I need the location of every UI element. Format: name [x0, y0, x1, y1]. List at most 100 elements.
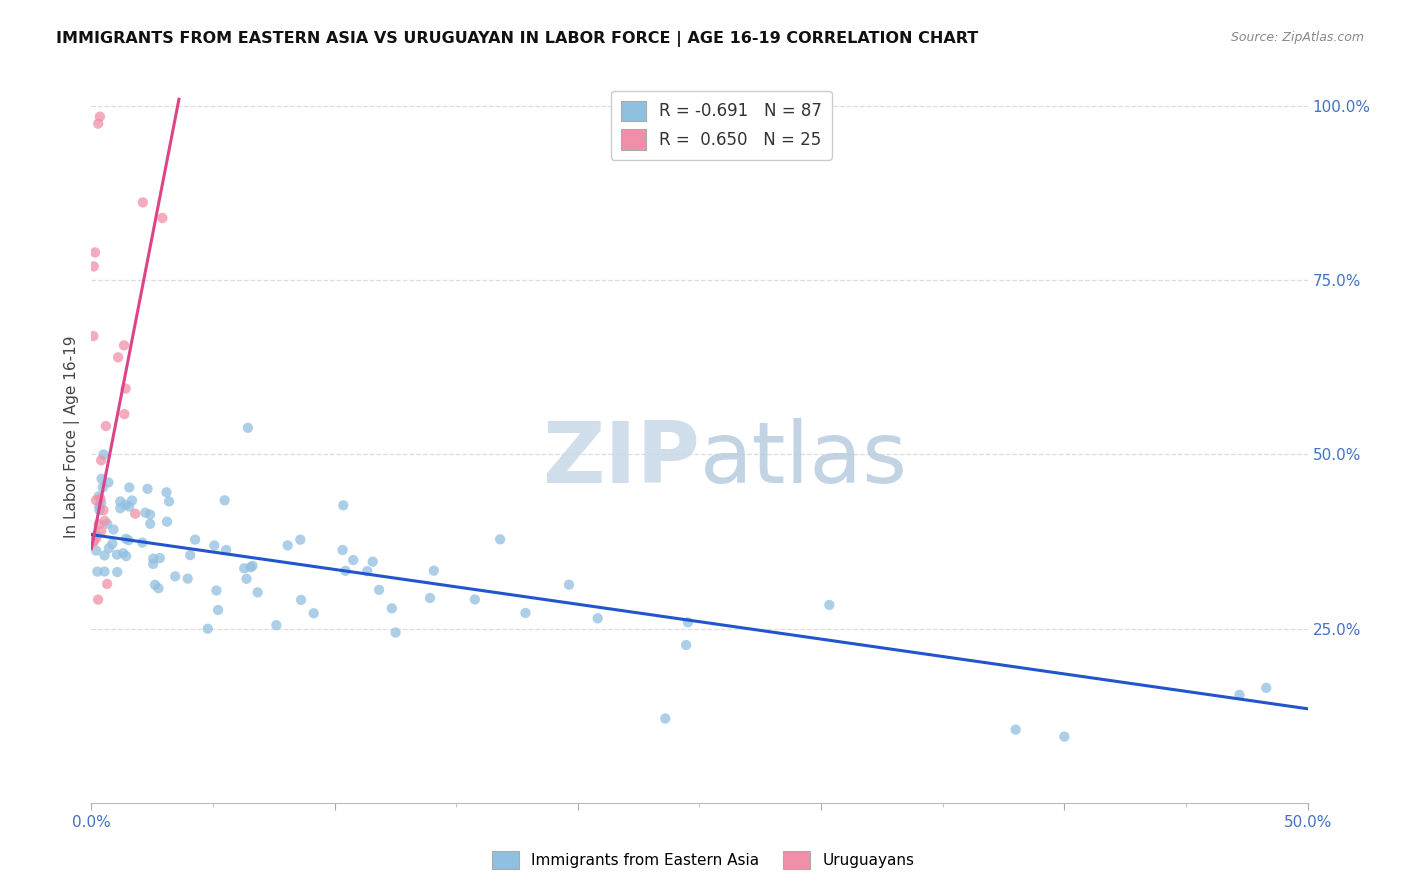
Point [266, 618, 288, 632]
Point [361, 555, 384, 569]
Point [96, 577, 118, 591]
Point [131, 535, 153, 549]
Point [242, 558, 264, 573]
Point [97, 541, 120, 556]
Point [179, 548, 201, 562]
Point [676, 615, 699, 630]
Point [83, 534, 105, 549]
Point [132, 195, 155, 210]
Point [107, 351, 129, 365]
Point [1229, 688, 1251, 702]
Point [90, 491, 112, 506]
Point [586, 611, 609, 625]
Point [118, 480, 141, 494]
Point [149, 551, 172, 566]
Point [818, 598, 841, 612]
Point [489, 533, 512, 547]
Point [96, 516, 118, 531]
Point [335, 564, 357, 578]
Point [90, 496, 112, 510]
Point [654, 712, 676, 726]
Point [176, 572, 198, 586]
Point [202, 539, 225, 553]
Point [89, 110, 111, 124]
Point [114, 498, 136, 512]
Point [82, 534, 104, 549]
Point [150, 211, 173, 225]
Text: Source: ZipAtlas.com: Source: ZipAtlas.com [1230, 31, 1364, 45]
Point [83, 260, 105, 274]
Point [94, 419, 117, 434]
Point [515, 606, 537, 620]
Point [105, 565, 128, 579]
Point [214, 493, 236, 508]
Point [235, 572, 257, 586]
Point [90, 524, 112, 538]
Point [84, 245, 107, 260]
Point [101, 537, 124, 551]
Point [1256, 681, 1278, 695]
Legend: Immigrants from Eastern Asia, Uruguayans: Immigrants from Eastern Asia, Uruguayans [485, 845, 921, 875]
Point [302, 607, 325, 621]
Point [84, 528, 107, 542]
Point [84, 543, 107, 558]
Text: ZIP: ZIP [541, 417, 699, 500]
Point [93, 514, 115, 528]
Point [384, 625, 406, 640]
Point [93, 503, 115, 517]
Point [93, 448, 115, 462]
Point [93, 549, 115, 563]
Point [91, 480, 114, 494]
Point [112, 546, 135, 560]
Point [114, 382, 136, 396]
Point [423, 564, 446, 578]
Point [136, 482, 159, 496]
Point [90, 453, 112, 467]
Point [246, 585, 269, 599]
Point [139, 508, 162, 522]
Point [112, 407, 135, 421]
Point [342, 553, 364, 567]
Point [84, 531, 107, 545]
Point [115, 549, 138, 564]
Point [205, 583, 228, 598]
Point [124, 507, 146, 521]
Point [89, 503, 111, 517]
Point [103, 523, 125, 537]
Point [93, 565, 115, 579]
Point [142, 557, 165, 571]
Point [332, 498, 354, 512]
Point [157, 494, 180, 508]
Point [558, 577, 581, 591]
Point [207, 603, 229, 617]
Point [139, 516, 162, 531]
Point [82, 329, 104, 343]
Point [112, 338, 135, 352]
Point [143, 578, 166, 592]
Point [110, 494, 132, 508]
Point [368, 582, 391, 597]
Point [184, 533, 207, 547]
Point [1004, 723, 1026, 737]
Point [90, 472, 112, 486]
Point [121, 493, 143, 508]
Point [89, 500, 111, 514]
Point [142, 551, 165, 566]
Point [87, 489, 110, 503]
Point [87, 117, 110, 131]
Point [86, 565, 108, 579]
Point [118, 500, 141, 514]
Point [675, 638, 697, 652]
Point [155, 485, 177, 500]
Point [239, 560, 262, 574]
Point [1053, 730, 1076, 744]
Point [105, 548, 128, 562]
Point [419, 591, 441, 605]
Text: IMMIGRANTS FROM EASTERN ASIA VS URUGUAYAN IN LABOR FORCE | AGE 16-19 CORRELATION: IMMIGRANTS FROM EASTERN ASIA VS URUGUAYA… [56, 31, 979, 47]
Y-axis label: In Labor Force | Age 16-19: In Labor Force | Age 16-19 [65, 335, 80, 539]
Point [236, 421, 259, 435]
Point [117, 533, 139, 548]
Point [110, 501, 132, 516]
Point [233, 561, 256, 575]
Point [115, 532, 138, 546]
